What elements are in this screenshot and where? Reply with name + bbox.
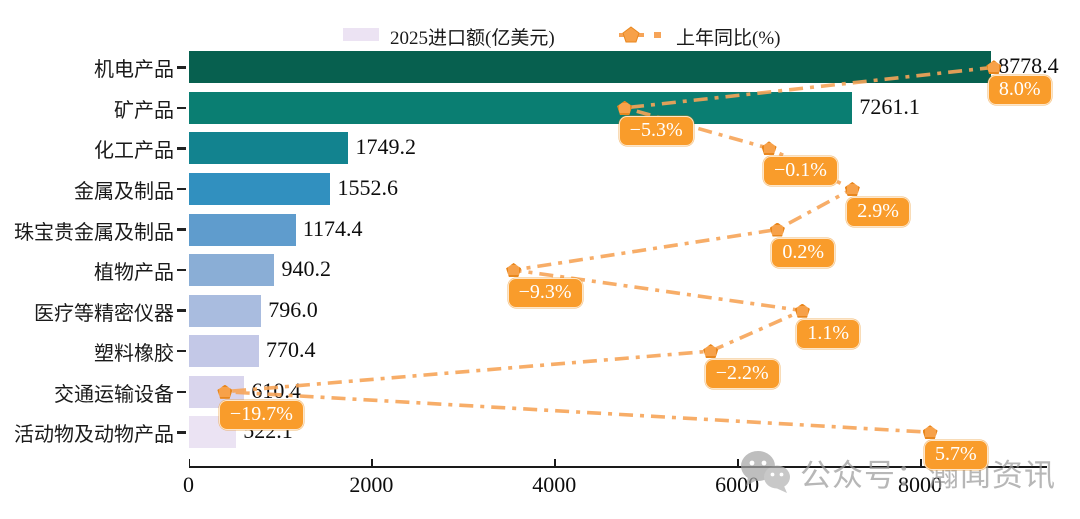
yoy-point-marker bbox=[761, 141, 777, 156]
x-axis-tick bbox=[737, 459, 739, 466]
category-label: 金属及制品 bbox=[74, 180, 174, 203]
bar-value-label: 8778.4 bbox=[998, 53, 1059, 79]
category-axis-tick bbox=[177, 431, 186, 434]
legend-line-label: 上年同比(%) bbox=[676, 28, 781, 49]
yoy-point-marker bbox=[794, 303, 810, 318]
import-bar bbox=[188, 132, 349, 165]
bar-value-label: 796.0 bbox=[268, 296, 318, 322]
category-label: 植物产品 bbox=[94, 262, 174, 285]
import-bar bbox=[188, 213, 296, 246]
import-bar bbox=[188, 51, 992, 84]
yoy-value-label: 1.1% bbox=[796, 318, 860, 349]
category-axis-tick bbox=[177, 349, 186, 353]
import-bar bbox=[188, 294, 262, 327]
yoy-point-marker bbox=[703, 344, 719, 359]
category-label: 机电产品 bbox=[94, 59, 174, 82]
bar-value-label: 940.2 bbox=[281, 256, 331, 282]
x-axis-tick-label: 0 bbox=[183, 472, 194, 497]
yoy-value-label: −9.3% bbox=[507, 278, 583, 309]
legend-bar-label: 2025进口额(亿美元) bbox=[390, 28, 555, 49]
x-axis-line bbox=[188, 466, 1047, 468]
bar-value-label: 770.4 bbox=[265, 337, 316, 363]
yoy-value-label: 2.9% bbox=[846, 196, 910, 227]
category-label: 矿产品 bbox=[114, 99, 174, 122]
x-axis-tick bbox=[554, 459, 557, 466]
watermark: 公众号：瀚闻资讯 bbox=[738, 449, 1056, 495]
bar-value-label: 7261.1 bbox=[859, 93, 920, 119]
category-axis-tick bbox=[177, 66, 186, 69]
category-label: 医疗等精密仪器 bbox=[34, 302, 174, 325]
yoy-value-label: 8.0% bbox=[987, 75, 1052, 106]
yoy-value-label: −19.7% bbox=[218, 399, 304, 430]
category-label: 化工产品 bbox=[94, 140, 174, 163]
bar-value-label: 1552.6 bbox=[337, 174, 398, 200]
yoy-value-label: −0.1% bbox=[763, 156, 838, 187]
category-axis-tick bbox=[177, 106, 186, 110]
x-axis-tick bbox=[188, 459, 191, 466]
yoy-point-marker bbox=[922, 425, 938, 440]
category-axis-tick bbox=[177, 147, 186, 150]
x-axis-tick-label: 4000 bbox=[532, 472, 577, 497]
import-bar bbox=[188, 91, 853, 124]
x-axis-tick bbox=[920, 459, 922, 466]
legend-bar-swatch bbox=[343, 28, 379, 41]
legend: 2025进口额(亿美元) 上年同比(%) bbox=[0, 22, 1080, 49]
yoy-value-label: −2.2% bbox=[704, 359, 780, 390]
category-axis-tick bbox=[177, 309, 186, 312]
category-axis-tick bbox=[177, 187, 186, 191]
category-axis-tick bbox=[177, 390, 186, 393]
wechat-icon bbox=[741, 451, 790, 493]
import-bar bbox=[188, 172, 331, 205]
yoy-value-label: 5.7% bbox=[924, 440, 988, 471]
x-axis-tick bbox=[371, 459, 374, 466]
category-label: 珠宝贵金属及制品 bbox=[14, 221, 174, 244]
x-axis-tick-label: 2000 bbox=[349, 472, 394, 497]
legend-line-sample bbox=[618, 26, 668, 44]
yoy-point-marker bbox=[506, 263, 522, 278]
category-label: 交通运输设备 bbox=[54, 383, 174, 406]
category-axis-tick bbox=[177, 228, 186, 231]
x-axis-tick-label: 8000 bbox=[898, 472, 942, 497]
import-bar bbox=[188, 254, 275, 287]
category-axis-tick bbox=[177, 268, 186, 272]
yoy-value-label: −5.3% bbox=[618, 115, 694, 146]
category-label: 塑料橡胶 bbox=[94, 343, 174, 366]
legend-line-icon bbox=[619, 26, 661, 43]
import-bar bbox=[188, 335, 259, 368]
yoy-point-marker bbox=[844, 181, 860, 196]
category-label: 活动物及动物产品 bbox=[14, 424, 174, 447]
yoy-value-label: 0.2% bbox=[771, 237, 836, 268]
bar-value-label: 1174.4 bbox=[302, 215, 363, 241]
yoy-point-marker bbox=[769, 222, 785, 237]
bar-value-label: 1749.2 bbox=[355, 134, 416, 160]
